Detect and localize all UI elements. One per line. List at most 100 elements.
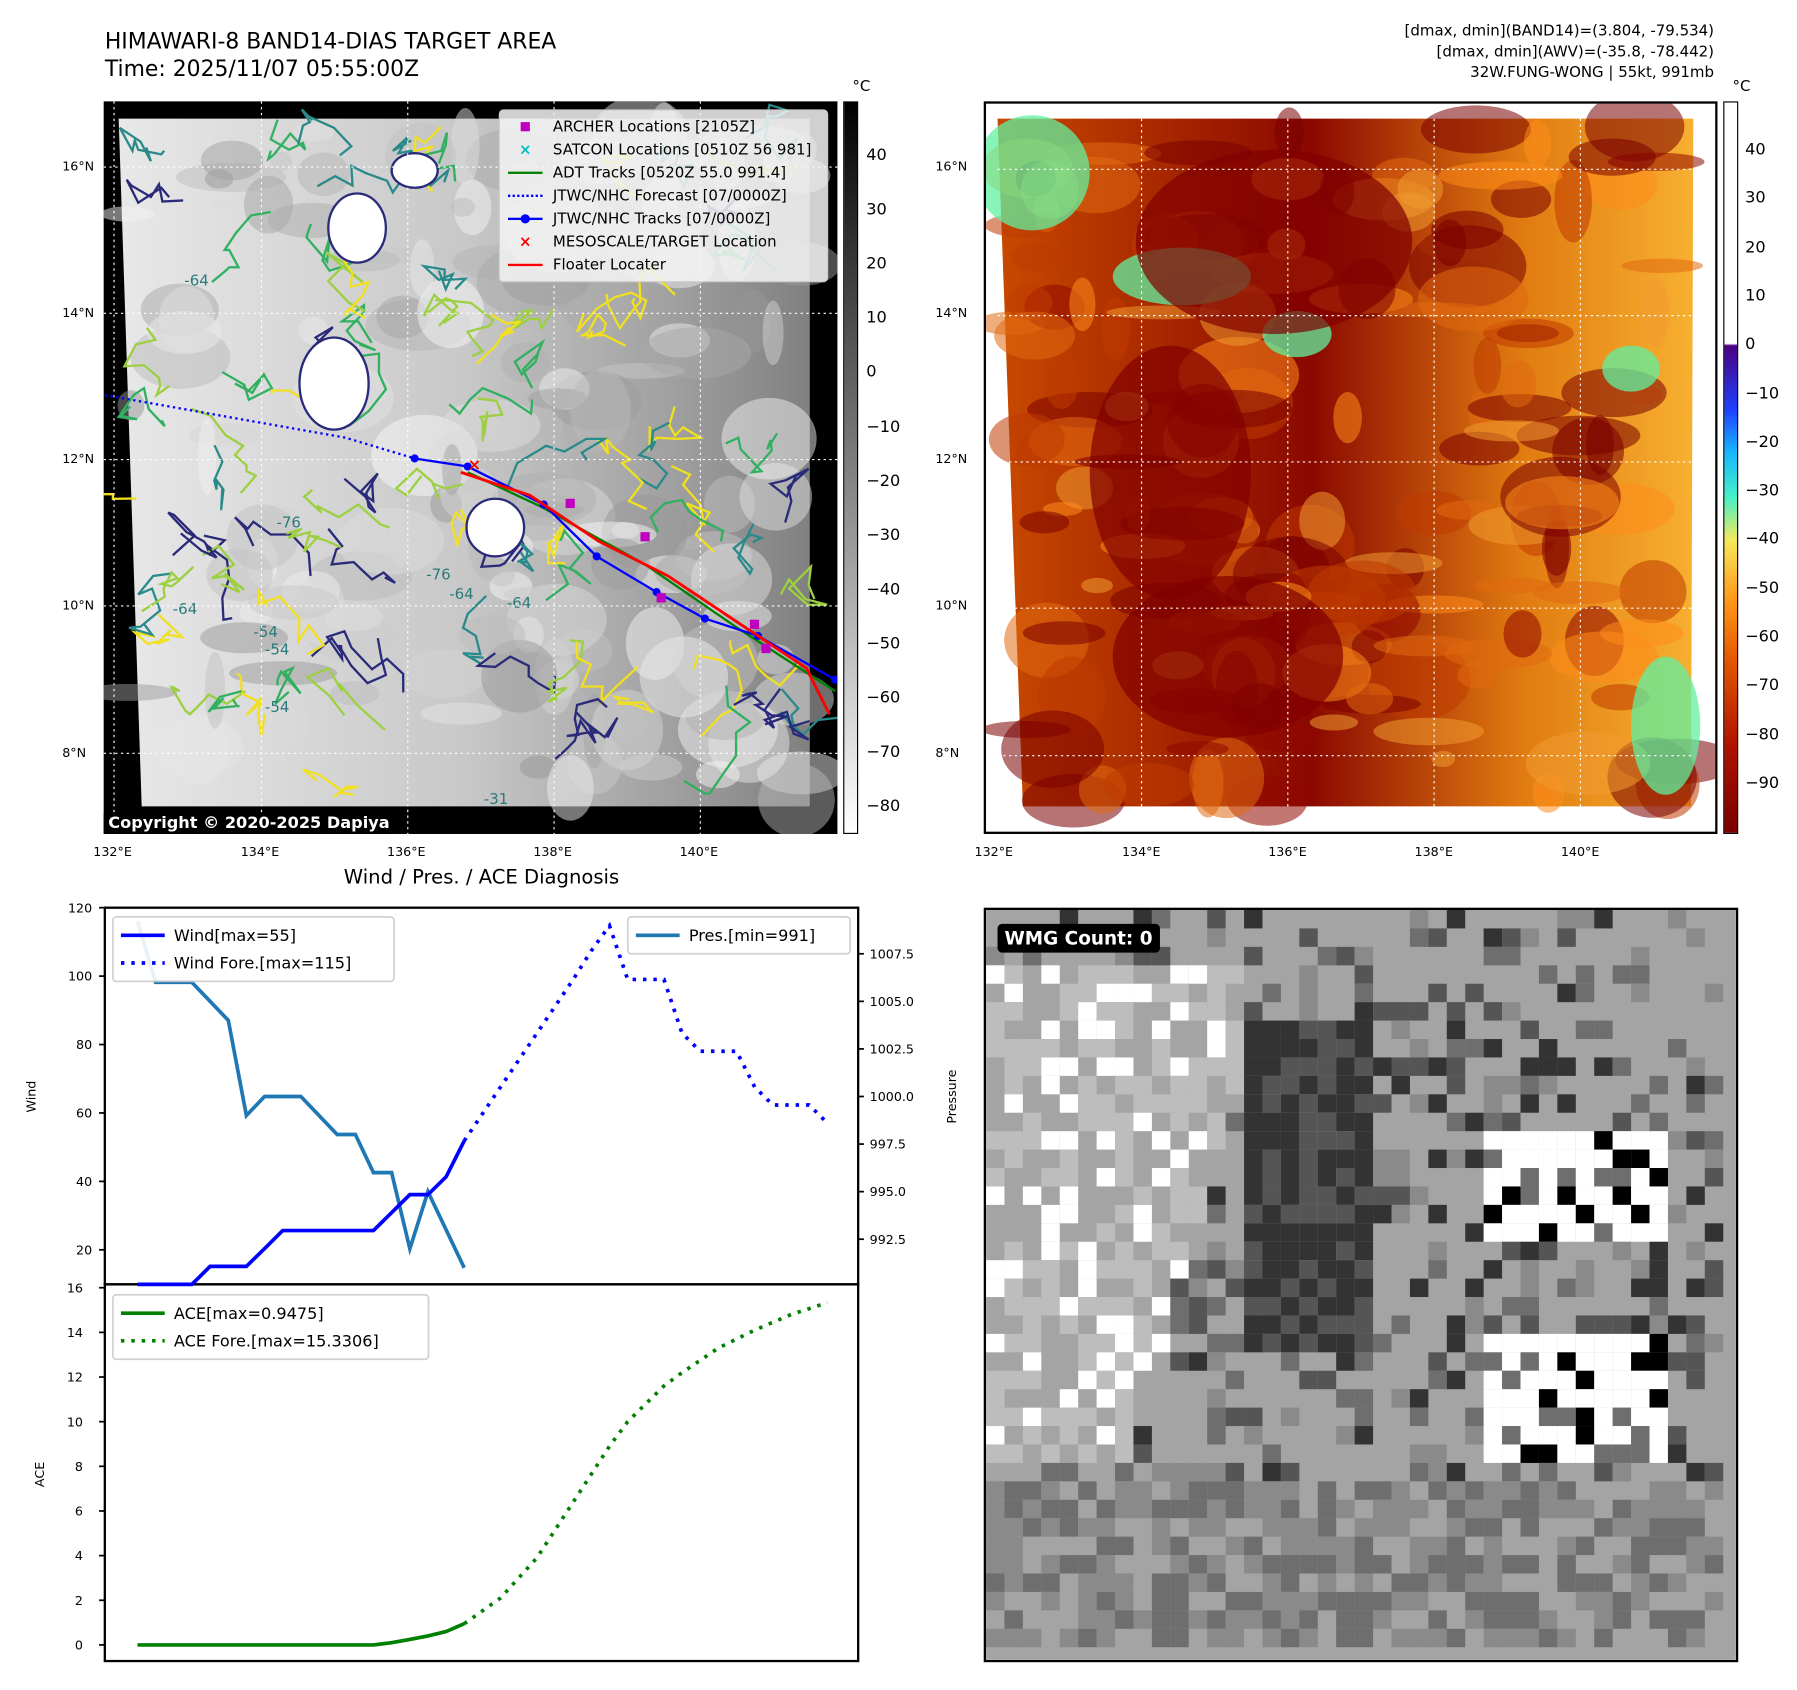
wmg-cell [1373,1094,1392,1113]
wmg-cell [1502,1297,1521,1316]
wmg-cell [1704,1481,1724,1500]
wmg-cell [1612,1370,1632,1390]
wmg-cell [1483,1039,1503,1058]
wmg-cell [1299,1628,1318,1648]
wmg-cell [1188,1518,1208,1537]
moisture-texture [994,311,1076,360]
stats-awv: [dmax, dmin](AWV)=(-35.8, -78.442) [1436,43,1715,62]
legend-line-icon [507,171,544,174]
wmg-cell [1059,1149,1079,1169]
wmg-cell [1078,1297,1097,1316]
wmg-cell [1704,1333,1724,1353]
contour-line [203,534,233,622]
wmg-cell [1649,1426,1668,1445]
wmg-count-label: WMG Count: 0 [997,923,1160,953]
moisture-texture [1333,391,1362,444]
wmg-cell [1317,946,1337,966]
legend-item: ARCHER Locations [2105Z] [507,115,820,138]
moisture-texture [1188,737,1265,819]
wmg-cell [1041,1278,1060,1298]
wmg-cell [1059,1426,1079,1445]
contour-line [392,136,451,188]
cloud-texture [297,152,350,197]
wmg-cell [1299,1555,1318,1574]
wmg-cell [1446,1462,1466,1482]
wmg-cell [1041,1407,1060,1427]
wmg-cell [1428,983,1447,1003]
wmg-cell [1041,1444,1060,1463]
legend-item: × MESOSCALE/TARGET Location [507,230,820,253]
wmg-cell [1115,1370,1134,1390]
wmg-cell [1557,1204,1576,1224]
wmg-cell [1059,1389,1079,1408]
wmg-cell [1096,1333,1116,1353]
wmg-cell [1631,1333,1650,1353]
wmg-cell [1004,1370,1023,1390]
contour-line [234,516,312,576]
wmg-cell [1446,1315,1466,1334]
wmg-cell [1631,1168,1650,1187]
wmg-cell [1115,1573,1134,1592]
wmg-cell [1317,1260,1337,1279]
wmg-cell [1409,1555,1429,1574]
moisture-texture [1473,337,1502,394]
wmg-cell [1520,1241,1539,1261]
wmg-cell [1299,1260,1318,1279]
wmg-cell [1059,1002,1079,1021]
colorbar1-tick: 0 [866,363,877,382]
legend-label: Wind[max=55] [174,926,296,945]
wmg-cell [1151,1573,1171,1592]
wmg-cell [1557,1573,1576,1592]
wmg-cell [1299,1536,1318,1556]
wmg-cell [1317,1204,1337,1224]
wmg-cell [1022,1426,1042,1445]
wmg-cell [1280,1628,1300,1648]
wmg-cell [1096,1389,1116,1408]
wmg-cell [1612,1407,1632,1427]
moisture-texture [1621,258,1704,273]
wmg-cell [1704,1131,1724,1150]
wmg-cell [1373,1204,1392,1224]
wmg-cell [1557,1536,1576,1556]
wmg-cell [1207,1352,1226,1371]
wmg-cell [1502,1426,1521,1445]
wmg-cell [1151,1241,1171,1261]
wmg-cell [1004,965,1023,984]
wmg-cell [1336,1278,1355,1298]
colorbar2-tick: −30 [1745,481,1780,501]
jtwc-track-point [463,462,472,471]
wmg-cell [1336,1131,1355,1150]
moisture-texture [1463,420,1559,442]
wmg-cell [1170,1149,1189,1169]
contour-label: -64 [173,600,197,618]
wmg-cell [1280,1020,1300,1040]
ace-forecast-line [463,1300,828,1626]
wmg-cell [1354,946,1374,966]
wmg-cell [1115,1149,1134,1169]
title-line1: HIMAWARI-8 BAND14-DIAS TARGET AREA [104,28,557,55]
wmg-cell [1170,1573,1189,1592]
cloud-texture [441,399,541,452]
wmg-cell [986,1389,1005,1408]
wmg-cell [1409,1444,1429,1463]
wmg-cell [1096,1352,1116,1371]
wmg-cell [1631,1223,1650,1242]
moisture-texture [1044,355,1080,409]
wmg-cell [1465,1591,1484,1611]
wmg-cell [1704,983,1724,1003]
wmg-cell [1096,1591,1116,1611]
wmg-cell [1631,1444,1650,1463]
wmg-cell [1354,1020,1374,1040]
colorbar1-tick: −70 [866,743,901,762]
wmg-cell [1594,1315,1613,1334]
wmg-cell [1631,1131,1650,1150]
contour-line [566,697,608,738]
wmg-cell [1170,1278,1189,1298]
wmg-cell [986,1370,1005,1390]
wmg-cell [1575,1333,1595,1353]
wmg-cell [1649,1149,1668,1169]
wmg-cell [1612,1555,1632,1574]
wmg-cell [1594,1628,1613,1648]
wmg-cell [1428,1462,1447,1482]
wind-tick-label: 80 [76,1037,92,1052]
